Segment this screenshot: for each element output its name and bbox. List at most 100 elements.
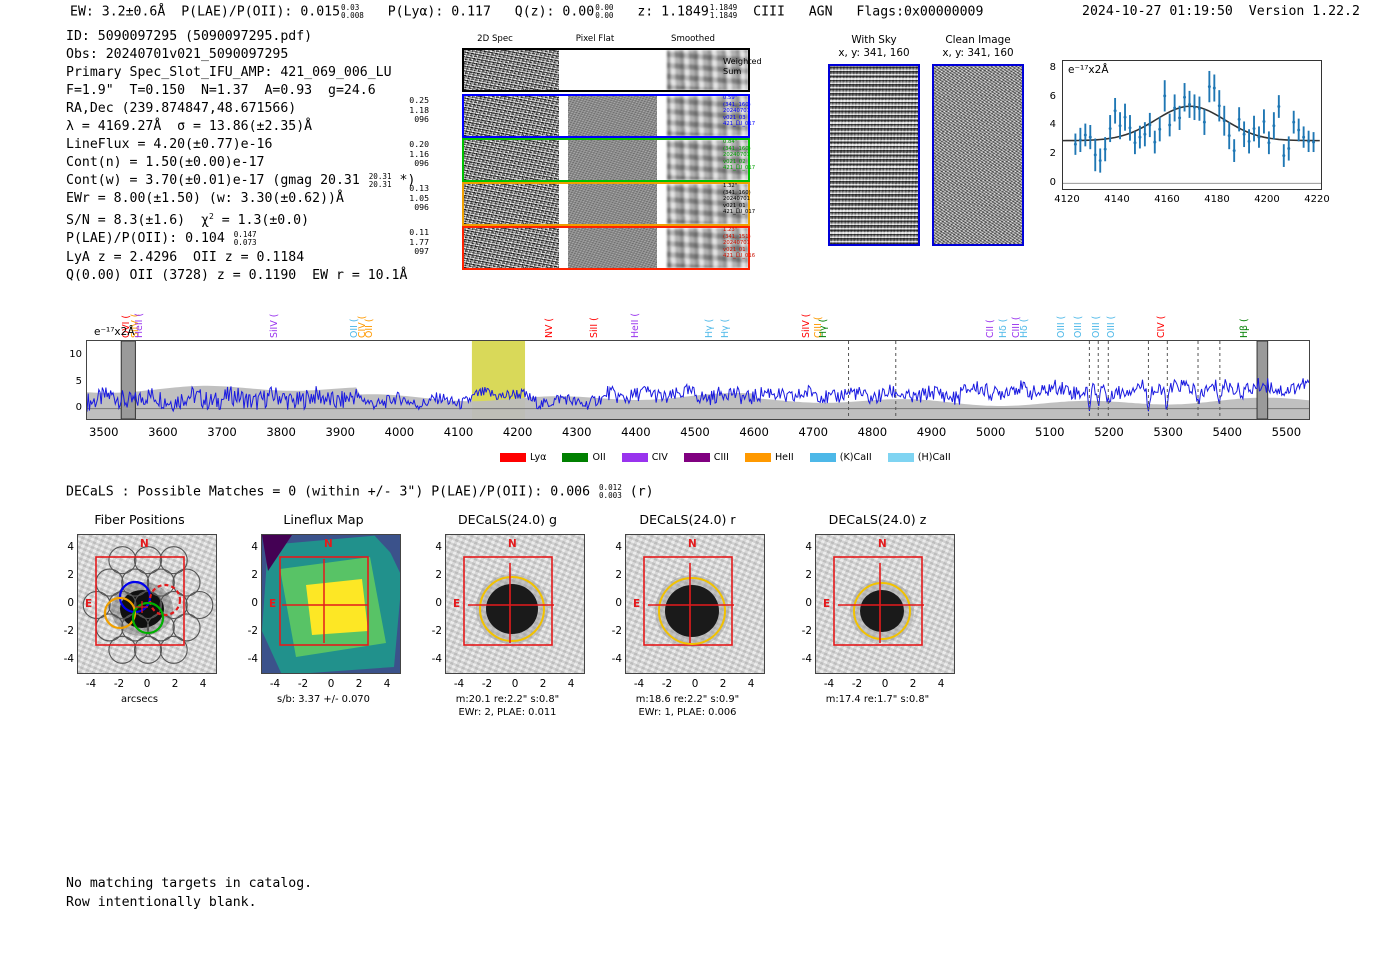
line-fit-axes [1062, 60, 1322, 190]
spectrum-line-label-hδ: Hδ ( [997, 318, 1009, 338]
decals-ytick: 4 [67, 541, 74, 553]
spectrum-line-label-hγ: Hγ ( [719, 318, 731, 338]
spectrum-line-label-heii: HeII ( [629, 313, 641, 338]
spectrum-xtick: 3800 [266, 425, 296, 439]
spectrum-ytick: 5 [75, 375, 82, 387]
decals-xtick: 4 [383, 678, 391, 690]
spectrum-legend-item: Lyα [500, 452, 546, 463]
line-fit-xtick: 4180 [1204, 194, 1230, 205]
spectrum-line-label-oiii: OIII ( [1105, 315, 1117, 338]
spectrum-line-label-siiv: SiIV ( [269, 313, 281, 338]
spectrum-line-label-heii: HeII ( [134, 313, 146, 338]
decals-ytick: -4 [431, 653, 442, 665]
header-ew-label: EW: [70, 4, 94, 20]
decals-ytick: -2 [431, 625, 442, 637]
decals-ytick: 0 [805, 597, 812, 609]
decals-panel-title: Lineflux Map [283, 512, 364, 527]
spectrum-xtick: 3500 [88, 425, 119, 439]
decals-panel-image[interactable] [815, 534, 955, 674]
legend-swatch [809, 452, 836, 462]
spec2d-col-header-2dspec: 2D Spec [477, 34, 513, 44]
decals-xtick: 2 [171, 678, 179, 690]
info-redshifts: LyA z = 2.4296 OII z = 0.1184 [66, 249, 305, 265]
line-fit-ytick: 8 [1049, 61, 1056, 73]
decals-panel-title: DECaLS(24.0) z [828, 512, 927, 527]
spec2d-row-fiber-2 [462, 138, 750, 182]
decals-xtick: -4 [633, 678, 645, 690]
spectrum-xtick: 3700 [207, 425, 237, 439]
decals-header-bounds: 0.012 0.003 [598, 483, 622, 500]
decals-xtick: -4 [269, 678, 281, 690]
info-plae-bounds: 0.147 0.073 [233, 229, 257, 247]
spectrum-line-label-oii: OII ( [363, 318, 375, 338]
decals-ytick: 2 [615, 569, 622, 581]
legend-label: HeII [774, 452, 794, 463]
header-plae-value: 0.015 [300, 4, 341, 20]
spec2d-row1-left-labels: 0.25 1.18 096 [409, 95, 429, 125]
decals-ytick: 0 [615, 597, 622, 609]
spectrum-line-label-oiii: OIII ( [1073, 315, 1085, 338]
decals-ytick: -4 [801, 653, 812, 665]
spec2d-row4-right-labels: 1.23" (341, 151) 20240701 v021_01 421_LU_016 [723, 227, 756, 260]
spectrum-line-label-cii: CII ( [984, 319, 996, 338]
spectrum-xtick: 4700 [798, 425, 829, 439]
spectrum-xtick: 5100 [1035, 425, 1065, 439]
decals-xtick: -2 [661, 678, 673, 690]
line-fit-xtick: 4200 [1254, 194, 1280, 205]
decals-xtick: -4 [453, 678, 465, 690]
spectrum-xtick: 4500 [680, 425, 710, 439]
spectrum-line-label-hδ: Hδ ( [1018, 318, 1030, 338]
line-fit-xtick: 4220 [1304, 194, 1330, 205]
with-sky-subtitle: x, y: 341, 160 [838, 47, 910, 59]
decals-panel-image[interactable] [261, 534, 401, 674]
header-flags: Flags:0x00000009 [856, 4, 984, 20]
spectrum-legend-item: (K)CaII [809, 452, 872, 463]
decals-caption-1: s/b: 3.37 +/- 0.070 [277, 694, 370, 705]
decals-caption-2: EWr: 2, PLAE: 0.011 [458, 707, 557, 718]
decals-xtick: -2 [481, 678, 493, 690]
decals-header: DECaLS : Possible Matches = 0 (within +/… [66, 483, 654, 500]
clean-image-subtitle: x, y: 341, 160 [942, 47, 1014, 59]
with-sky-image [828, 64, 920, 246]
full-spectrum-panel: SiIV (OVI (HeII (SiIV (OII (CIV (OII (NV… [69, 268, 1318, 468]
clean-image-title: Clean Image [945, 34, 1011, 46]
header-timestamp-version: 2024-10-27 01:19:50 Version 1.22.2 [1082, 4, 1360, 19]
line-fit-ytick: 2 [1049, 148, 1056, 160]
spec2d-row3-right-labels: 1.32" (341, 160) 20240701 v021_01 421_LU_017 [723, 183, 756, 216]
legend-swatch [887, 452, 914, 462]
spectrum-xtick: 5000 [975, 425, 1006, 439]
spectrum-xtick: 3900 [325, 425, 355, 439]
decals-xtick: 0 [691, 678, 699, 690]
decals-xtick: 2 [539, 678, 547, 690]
decals-xtick: 2 [355, 678, 363, 690]
decals-xtick: -2 [297, 678, 309, 690]
line-fit-plot: e⁻¹⁷x2Å 0 2 4 6 8 4120 4140 4160 4180 4200 4220 [1030, 56, 1330, 216]
spectrum-ytick: 10 [69, 349, 82, 360]
decals-ytick: 2 [67, 569, 74, 581]
decals-ytick: -2 [247, 625, 258, 637]
decals-panel-image[interactable] [625, 534, 765, 674]
decals-xtick: 0 [881, 678, 889, 690]
info-primary-spec: Primary Spec_Slot_IFU_AMP: 421_069_006_L… [66, 65, 392, 81]
info-q-line: Q(0.00) OII (3728) z = 0.1190 EW r = 10.… [66, 267, 408, 283]
legend-label: Lyα [530, 452, 547, 463]
info-lineflux: LineFlux = 4.20(±0.77)e-16 [66, 137, 273, 153]
spectrum-line-label-siii: SiII ( [588, 317, 600, 338]
decals-panel-image[interactable] [445, 534, 585, 674]
decals-ytick: 0 [251, 597, 258, 609]
line-fit-units-annotation: e⁻¹⁷x2Å [1068, 64, 1109, 76]
spectrum-xtick: 4800 [857, 425, 888, 439]
spectrum-units-annotation: e⁻¹⁷x2Å [94, 326, 135, 338]
decals-xtick: -2 [113, 678, 125, 690]
decals-ytick: 0 [67, 597, 74, 609]
spec2d-row-fiber-3 [462, 182, 750, 226]
east-label: E [823, 598, 831, 610]
decals-caption-1: arcsecs [120, 694, 159, 705]
decals-panel-image[interactable] [77, 534, 217, 674]
line-fit-xtick: 4140 [1104, 194, 1130, 205]
spectrum-legend-item: OII [562, 452, 606, 463]
north-label: N [508, 538, 517, 550]
spectrum-line-label-hβ: Hβ ( [1238, 318, 1250, 338]
decals-caption-1: m:18.6 re:2.2" s:0.9" [635, 694, 740, 705]
decals-xtick: 0 [511, 678, 519, 690]
